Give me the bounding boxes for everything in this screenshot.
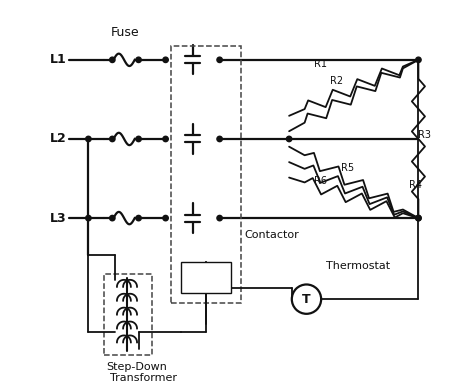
Circle shape: [217, 57, 222, 63]
Text: R6: R6: [314, 176, 327, 186]
Circle shape: [163, 136, 168, 142]
Text: R3: R3: [419, 130, 431, 140]
Circle shape: [136, 136, 141, 142]
Circle shape: [136, 215, 141, 221]
Circle shape: [217, 136, 222, 142]
Circle shape: [217, 215, 222, 221]
Text: Contactor: Contactor: [245, 230, 300, 240]
Bar: [181, 262, 231, 293]
Circle shape: [136, 57, 141, 63]
Text: Step-Down: Step-Down: [106, 362, 167, 372]
Circle shape: [416, 215, 421, 221]
Text: R4: R4: [409, 180, 422, 190]
Text: L2: L2: [50, 132, 66, 146]
Circle shape: [416, 57, 421, 63]
Text: R1: R1: [314, 59, 327, 69]
Circle shape: [109, 57, 115, 63]
Text: R5: R5: [341, 163, 355, 173]
Circle shape: [416, 215, 421, 221]
Text: L3: L3: [50, 212, 66, 225]
Circle shape: [109, 215, 115, 221]
Bar: [104, 274, 152, 355]
Bar: [172, 46, 241, 303]
Text: Thermostat: Thermostat: [326, 261, 390, 271]
Text: L1: L1: [50, 53, 66, 66]
Circle shape: [163, 57, 168, 63]
Text: Fuse: Fuse: [111, 26, 139, 39]
Circle shape: [163, 215, 168, 221]
Text: R2: R2: [329, 76, 343, 86]
Text: Transformer: Transformer: [109, 373, 177, 383]
Circle shape: [86, 215, 91, 221]
Circle shape: [109, 136, 115, 142]
Text: T: T: [302, 293, 311, 306]
Circle shape: [292, 284, 321, 314]
Circle shape: [86, 136, 91, 142]
Circle shape: [286, 136, 292, 142]
